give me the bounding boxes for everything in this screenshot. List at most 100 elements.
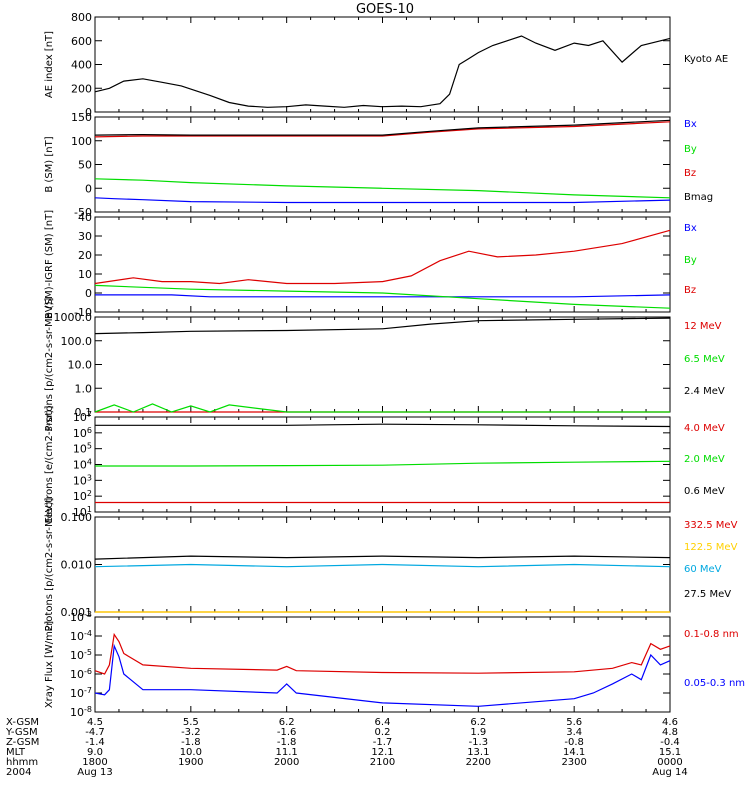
y-tick-label: 10.0 (68, 359, 93, 372)
y-tick-label: 800 (71, 11, 92, 24)
series-line (94, 643, 671, 707)
y-tick-label: 20 (78, 249, 92, 262)
y-tick-label: 106 (73, 426, 92, 440)
x-tick-label: 0.2 (375, 727, 391, 738)
y-tick-label: 105 (73, 442, 92, 456)
y-tick-label: 100 (71, 135, 92, 148)
y-axis-label: B (SM) [nT] (44, 136, 55, 192)
series-line (95, 460, 671, 467)
y-tick-label: 150 (71, 111, 92, 124)
y-tick-label: 10 (78, 268, 92, 281)
x-row-label: hhmm (6, 757, 38, 768)
x-row-label: X-GSM (6, 717, 39, 728)
series-line (94, 632, 671, 675)
legend-entry: Bx (684, 119, 697, 130)
x-tick-label: 6.2 (470, 717, 486, 728)
x-tick-label: 9.0 (87, 747, 103, 758)
y-tick-label: 0 (85, 106, 92, 119)
series-line (95, 423, 671, 428)
y-tick-label: 10-5 (70, 648, 92, 662)
legend-entry: 0.1-0.8 nm (684, 629, 739, 640)
legend-entry: 12 MeV (684, 321, 722, 332)
y-tick-label: 0 (85, 287, 92, 300)
series-line (94, 555, 671, 560)
x-tick-label: -1.3 (469, 737, 489, 748)
legend-entry: Kyoto AE (684, 54, 728, 65)
y-tick-label: 1000.0 (54, 311, 93, 324)
y-axis-label: Protons [p/(cm2-s-sr-MeV)] (44, 497, 55, 631)
y-tick-label: -10 (74, 306, 92, 319)
x-tick-label: 5.5 (183, 717, 199, 728)
x-tick-label: -3.2 (181, 727, 201, 738)
legend-entry: By (684, 144, 697, 155)
series-line (94, 284, 671, 309)
x-tick-label: 6.4 (375, 717, 391, 728)
y-tick-label: 100.0 (61, 335, 93, 348)
x-tick-label: 1.9 (470, 727, 486, 738)
series-line (94, 119, 671, 136)
x-tick-label: 4.6 (662, 717, 678, 728)
x-tick-label: -1.7 (373, 737, 393, 748)
panel-frame (94, 16, 671, 113)
legend-entry: Bz (684, 168, 696, 179)
x-tick-label: -1.6 (277, 727, 297, 738)
y-tick-label: 10-8 (70, 705, 92, 719)
x-tick-label: 2000 (274, 757, 299, 768)
y-tick-label: 104 (73, 458, 92, 472)
series-line (94, 35, 671, 108)
y-tick-label: 10-3 (70, 610, 92, 624)
y-axis-label: AE index [nT] (44, 31, 55, 98)
x-tick-label: 0000 (657, 757, 682, 768)
x-tick-label: 15.1 (659, 747, 681, 758)
x-row-label: MLT (6, 747, 26, 758)
y-tick-label: 0.010 (61, 559, 93, 572)
x-tick-label: 1800 (82, 757, 107, 768)
y-axis-label: Xray Flux [W/m2] (44, 621, 55, 708)
panel-3: -10 0 10 20 30 40 B (SM)-IGRF (SM) [nT] Bx By Bz (44, 210, 697, 319)
x-tick-label: 2100 (370, 757, 395, 768)
panel-frame (94, 416, 671, 513)
x-tick-label: 4.5 (87, 717, 103, 728)
panel-frame (94, 116, 671, 213)
x-tick-label: 4.8 (662, 727, 678, 738)
y-axis-label: B (SM)-IGRF (SM) [nT] (44, 210, 55, 319)
legend-entry: 332.5 MeV (684, 520, 738, 531)
x-tick-label: 3.4 (566, 727, 582, 738)
y-tick-label: 400 (71, 59, 92, 72)
legend-entry: 122.5 MeV (684, 542, 738, 553)
x-tick-label: 6.2 (279, 717, 295, 728)
y-tick-label: 10-4 (70, 629, 92, 643)
legend-entry: Bmag (684, 192, 713, 203)
legend-entry: 0.05-0.3 nm (684, 678, 745, 689)
x-tick-label: -1.4 (85, 737, 105, 748)
series-line (94, 563, 671, 568)
y-axis-label: Electrons [e/(cm2-s-sr)] (44, 405, 55, 523)
x-row-label: Y-GSM (5, 727, 38, 738)
legend-entry: 4.0 MeV (684, 423, 725, 434)
series-line (94, 229, 671, 285)
x-tick-label: 12.1 (371, 747, 393, 758)
x-tick-label: -1.8 (277, 737, 297, 748)
x-tick-label: 13.1 (467, 747, 489, 758)
panel-6: 0.001 0.010 0.100 Protons [p/(cm2-s-sr-MeV)… (44, 497, 738, 631)
x-row-label: Z-GSM (6, 737, 39, 748)
legend-entry: By (684, 255, 697, 266)
x-tick-label: 2200 (466, 757, 491, 768)
y-axis-label: Protons [p/(cm2-s-sr-MeV)] (44, 297, 55, 431)
y-tick-label: 600 (71, 35, 92, 48)
y-tick-label: 101 (73, 505, 92, 519)
y-tick-label: 50 (78, 159, 92, 172)
legend-entry: Bz (684, 285, 696, 296)
y-tick-label: -50 (74, 206, 92, 219)
x-tick-label: Aug 13 (77, 767, 112, 778)
legend-entry: 2.4 MeV (684, 386, 725, 397)
series-line (94, 197, 671, 204)
y-tick-label: 0.1 (75, 406, 93, 419)
series-line (94, 403, 670, 413)
x-tick-label: 2300 (561, 757, 586, 768)
